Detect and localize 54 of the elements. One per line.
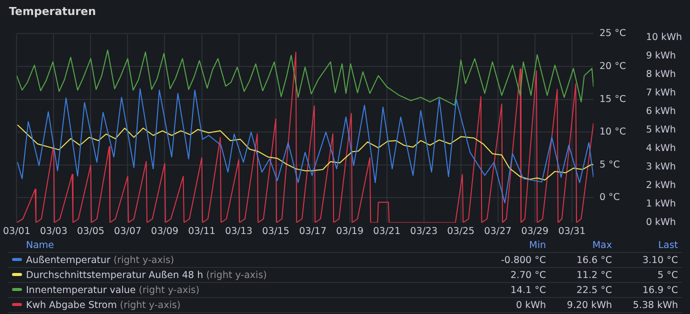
- text: Max: [550, 238, 616, 252]
- text: 16.6 °C: [550, 252, 616, 268]
- y2-tick-label: 1 kWh: [646, 198, 676, 210]
- y2-tick-label: 4 kWh: [646, 142, 676, 154]
- text: 5 °C: [616, 268, 682, 282]
- text: Name: [8, 238, 484, 252]
- y-tick-label: 0 °C: [599, 192, 620, 204]
- x-tick-label: 03/01: [2, 226, 30, 237]
- x-tick-label: 03/03: [40, 226, 68, 237]
- text: Last: [616, 238, 682, 252]
- x-tick-label: 03/07: [114, 226, 142, 237]
- text: 5.38 kWh: [616, 298, 682, 312]
- y2-tick-label: 5 kWh: [646, 124, 676, 136]
- text: 11.2 °C: [550, 268, 616, 282]
- x-tick-label: 03/09: [151, 226, 178, 237]
- y-tick-label: 10 °C: [599, 126, 626, 138]
- y2-tick-label: 7 kWh: [646, 87, 676, 98]
- text: 2.70 °C: [484, 268, 550, 282]
- y-tick-label: 15 °C: [599, 94, 626, 105]
- text: 9.20 kWh: [550, 298, 616, 312]
- y2-tick-label: 9 kWh: [646, 50, 676, 62]
- legend-label: Innentemperatur value (right y-axis): [26, 284, 200, 296]
- y2-tick-label: 6 kWh: [646, 106, 676, 117]
- x-tick-label: 03/11: [188, 226, 216, 237]
- text: Min: [484, 238, 550, 252]
- x-tick-label: 03/19: [336, 226, 364, 237]
- text: 0 kWh: [484, 298, 550, 312]
- chart-title: Temperaturen: [9, 5, 96, 18]
- y2-tick-label: 8 kWh: [646, 68, 676, 80]
- text: 16.9 °C: [616, 282, 682, 298]
- x-tick-label: 03/05: [77, 226, 104, 237]
- x-tick-label: 03/17: [299, 226, 326, 237]
- y2-tick-label: 10 kWh: [646, 32, 682, 43]
- x-tick-label: 03/21: [373, 226, 401, 237]
- text: 14.1 °C: [484, 282, 550, 298]
- x-tick-label: 03/13: [225, 226, 252, 237]
- text: 3.10 °C: [616, 252, 682, 268]
- x-tick-label: 03/27: [484, 226, 512, 237]
- y-tick-label: 5 °C: [599, 159, 620, 170]
- x-tick-label: 03/23: [410, 226, 438, 237]
- y-tick-label: 25 °C: [599, 28, 626, 40]
- x-tick-label: 03/29: [521, 226, 549, 237]
- x-tick-label: 03/15: [262, 226, 290, 237]
- y2-tick-label: 3 kWh: [646, 162, 676, 173]
- legend-label: Kwh Abgabe Strom (right y-axis): [26, 300, 181, 310]
- y2-tick-label: 0 kWh: [646, 217, 676, 228]
- legend-label: Außentemperatur (right y-axis): [26, 254, 174, 266]
- y2-tick-label: 2 kWh: [646, 180, 676, 192]
- x-tick-label: 03/31: [558, 226, 586, 237]
- text: 22.5 °C: [550, 282, 616, 298]
- x-tick-label: 03/25: [447, 226, 475, 237]
- text: -0.800 °C: [484, 252, 550, 268]
- legend-label: Durchschnittstemperatur Außen 48 h (right y-axis): [26, 270, 267, 280]
- y-tick-label: 20 °C: [599, 60, 626, 72]
